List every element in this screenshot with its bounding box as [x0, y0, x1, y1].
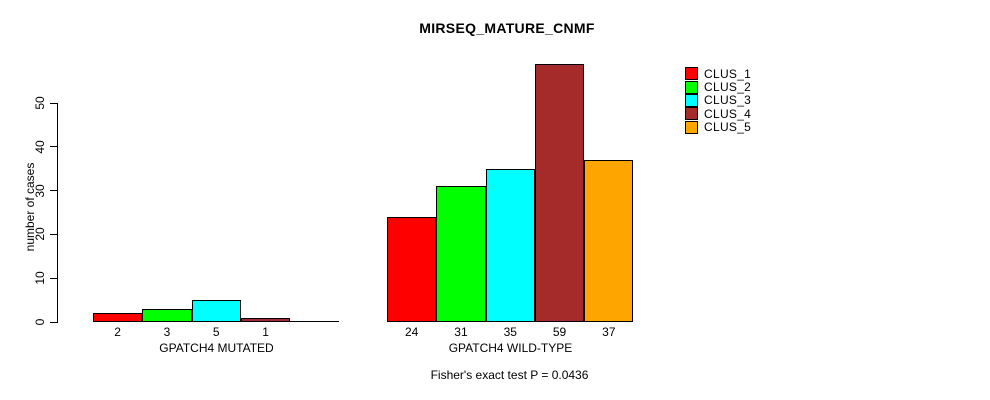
legend-entry: CLUS_1: [685, 66, 752, 81]
bar-value-label: 59: [552, 325, 567, 339]
y-tick-mark: [50, 277, 57, 279]
y-tick-mark: [50, 321, 57, 323]
bar-clus_3: [485, 168, 535, 322]
legend-entry: CLUS_2: [685, 80, 752, 95]
legend-label: CLUS_4: [704, 106, 752, 121]
bar-clus_4: [534, 63, 585, 322]
y-tick-mark: [50, 233, 57, 235]
y-tick-mark: [50, 102, 57, 104]
chart-title: MIRSEQ_MATURE_CNMF: [419, 20, 595, 36]
y-tick-mark: [50, 146, 57, 148]
bar-value-label: 2: [114, 325, 121, 339]
legend: CLUS_1 CLUS_2 CLUS_3 CLUS_4 CLUS_5: [685, 67, 751, 134]
legend-label: CLUS_2: [704, 80, 752, 95]
legend-color-swatch: [685, 107, 698, 121]
bar-value-label: 5: [212, 325, 220, 339]
legend-color-swatch: [685, 93, 698, 107]
y-tick-label: 50: [33, 96, 47, 110]
legend-color-swatch: [685, 67, 698, 81]
legend-color-swatch: [685, 120, 698, 134]
legend-entry: CLUS_4: [685, 106, 752, 121]
bar-value-label: 24: [404, 325, 419, 339]
bar-clus_5: [290, 321, 340, 322]
fisher-test-annotation: Fisher's exact test P = 0.0436: [430, 368, 589, 382]
bar-clus_3: [191, 300, 241, 322]
legend-entry: CLUS_3: [685, 93, 752, 108]
group-label-wildtype: GPATCH4 WILD-TYPE: [448, 341, 573, 355]
legend-label: CLUS_3: [704, 93, 752, 108]
bar-value-label: 3: [163, 325, 171, 339]
y-tick-mark: [50, 190, 57, 192]
y-axis-line: [57, 103, 58, 323]
bar-value-label: 35: [503, 325, 517, 339]
group-label-mutated: GPATCH4 MUTATED: [159, 341, 274, 355]
y-tick-label: 40: [33, 140, 47, 154]
bar-value-label: 1: [262, 325, 269, 339]
bar-clus_2: [436, 186, 486, 322]
bar-clus_1: [93, 313, 143, 322]
bar-value-label: 31: [454, 325, 468, 339]
bar-clus_5: [584, 159, 634, 322]
legend-entry: CLUS_5: [685, 120, 752, 135]
y-tick-label: 0: [33, 318, 47, 326]
legend-color-swatch: [685, 80, 698, 94]
y-tick-label: 30: [33, 183, 47, 198]
bar-value-label: 37: [602, 325, 616, 339]
bar-clus_2: [142, 308, 192, 322]
y-tick-label: 10: [33, 271, 47, 285]
bar-clus_4: [240, 317, 291, 322]
legend-label: CLUS_5: [704, 120, 752, 135]
y-tick-label: 20: [33, 227, 47, 242]
bar-clus_1: [387, 216, 437, 322]
legend-label: CLUS_1: [704, 66, 752, 81]
